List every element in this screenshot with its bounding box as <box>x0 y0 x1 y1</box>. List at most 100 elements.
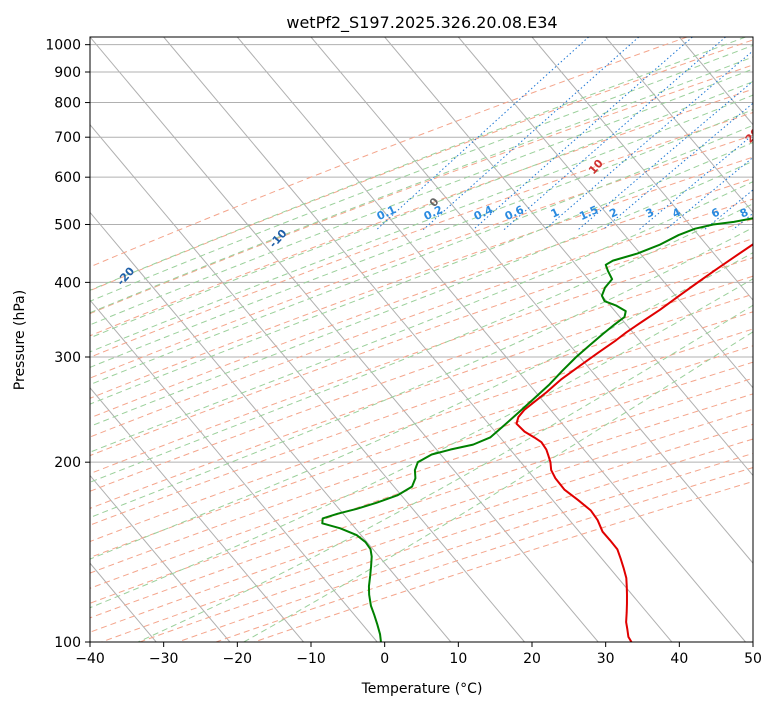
dry-adiabat-line <box>90 361 753 589</box>
y-tick-label: 500 <box>54 217 81 233</box>
isotherm-line <box>90 211 452 642</box>
x-axis: −40 −30 −20 −10 0 10 20 30 40 50 <box>75 642 762 667</box>
isotherm-line <box>310 37 753 564</box>
dry-adiabat-line <box>101 423 753 642</box>
isotherm-line <box>752 37 753 38</box>
x-tick-label: 0 <box>380 651 389 667</box>
dry-adiabat-line <box>90 345 753 574</box>
mixing-ratio-label: 10 <box>757 204 775 222</box>
temperature-profile <box>515 243 753 642</box>
mixing-ratio-label: 0.2 <box>422 203 445 223</box>
isotherm-line <box>605 37 753 214</box>
moist-adiabat-line <box>90 278 753 609</box>
moist-adiabat-line <box>90 252 753 560</box>
dry-adiabat-line <box>90 393 753 619</box>
x-tick-label: 10 <box>449 651 467 667</box>
dry-adiabat-label: -20 <box>114 264 137 288</box>
isotherm-line <box>236 37 746 642</box>
isotherm-line <box>457 37 753 389</box>
x-tick-label: −30 <box>149 651 179 667</box>
mixing-ratio-label: 1.5 <box>577 203 600 223</box>
x-tick-label: 50 <box>744 651 762 667</box>
dry-adiabat-label: 20 <box>743 125 763 145</box>
moist-adiabat-line <box>243 331 753 642</box>
moist-adiabat-line <box>90 68 753 326</box>
isotherm-line <box>90 387 304 642</box>
x-tick-label: 40 <box>670 651 688 667</box>
y-tick-label: 1000 <box>45 38 81 54</box>
moist-adiabat-line <box>90 141 753 405</box>
dry-adiabat-line <box>177 452 753 642</box>
mixing-ratio-label: 2 <box>607 206 619 221</box>
x-tick-label: 30 <box>597 651 615 667</box>
dry-adiabat-line <box>215 467 753 642</box>
dry-adiabat-line <box>90 377 753 604</box>
isotherm-line <box>678 37 753 126</box>
isotherm-line <box>90 474 231 642</box>
x-tick-label: 20 <box>523 651 541 667</box>
mixing-ratio-line <box>638 134 753 231</box>
isotherm-line <box>384 37 753 477</box>
moist-adiabat-line <box>90 44 753 302</box>
moist-adiabat-line <box>90 181 753 453</box>
dry-adiabat-line <box>253 480 753 642</box>
moist-adiabat-line <box>90 94 753 353</box>
isotherm-line <box>90 123 525 642</box>
dewpoint-profile <box>321 217 753 642</box>
x-tick-label: −10 <box>296 651 326 667</box>
mixing-ratio-line <box>602 102 753 231</box>
mixing-ratio-line <box>544 50 753 231</box>
chart-title: wetPf2_S197.2025.326.20.08.E34 <box>286 13 557 33</box>
y-tick-label: 800 <box>54 96 81 112</box>
profiles <box>321 217 753 642</box>
y-tick-label: 400 <box>54 275 81 291</box>
x-axis-label: Temperature (°C) <box>361 681 483 697</box>
moist-adiabat-line <box>137 304 753 642</box>
moist-adiabat-line <box>90 37 746 291</box>
y-tick-label: 100 <box>54 635 81 651</box>
mixing-ratio-label: 6 <box>709 205 722 220</box>
dry-adiabat-line <box>90 111 753 358</box>
isotherm-line <box>0 37 9 642</box>
isotherm-line <box>163 37 673 642</box>
dry-adiabat-line <box>90 37 688 268</box>
mixing-ratio-line <box>703 189 753 231</box>
mixing-ratio-label: 0.6 <box>503 203 526 223</box>
isotherm-line <box>90 299 378 642</box>
mixing-ratio-label: 0.1 <box>375 203 398 223</box>
moist-adiabat-line <box>90 81 753 339</box>
mixing-ratio-line <box>755 37 775 230</box>
dry-adiabat-line <box>90 88 753 337</box>
plot-area: -100-90-80-70-60-50-40-30-20-10010203040… <box>0 37 775 642</box>
isobar-grid <box>90 44 753 642</box>
dry-adiabat-line <box>90 408 753 633</box>
isotherm-grid <box>0 37 753 642</box>
isotherm-line <box>531 37 753 301</box>
moist-adiabat-line <box>90 109 753 368</box>
mixing-ratio-label: 0.4 <box>472 203 495 223</box>
y-tick-label: 700 <box>54 130 81 146</box>
moist-adiabats <box>90 37 753 642</box>
dry-adiabats <box>90 37 753 642</box>
y-axis-label: Pressure (hPa) <box>12 290 28 390</box>
isotherm-line <box>90 37 599 642</box>
x-tick-label: −40 <box>75 651 105 667</box>
y-tick-label: 200 <box>54 455 81 471</box>
dry-adiabat-label: 10 <box>586 157 606 177</box>
mixing-ratio-line <box>472 37 693 231</box>
mixing-ratio-lines <box>376 37 775 231</box>
mixing-ratio-line <box>503 37 726 231</box>
mixing-ratio-line <box>665 156 753 231</box>
dry-adiabat-line <box>90 134 753 379</box>
dry-adiabat-label: -10 <box>267 227 290 251</box>
y-tick-label: 300 <box>54 350 81 366</box>
plot-frame <box>89 36 754 643</box>
moist-adiabat-line <box>90 160 753 427</box>
mixing-ratio-label: 1 <box>549 206 561 221</box>
y-tick-label: 600 <box>54 170 81 186</box>
dry-adiabat-line <box>90 39 753 292</box>
mixing-ratio-label: 3 <box>644 206 656 221</box>
y-tick-label: 900 <box>54 65 81 81</box>
dry-adiabat-line <box>139 438 753 642</box>
